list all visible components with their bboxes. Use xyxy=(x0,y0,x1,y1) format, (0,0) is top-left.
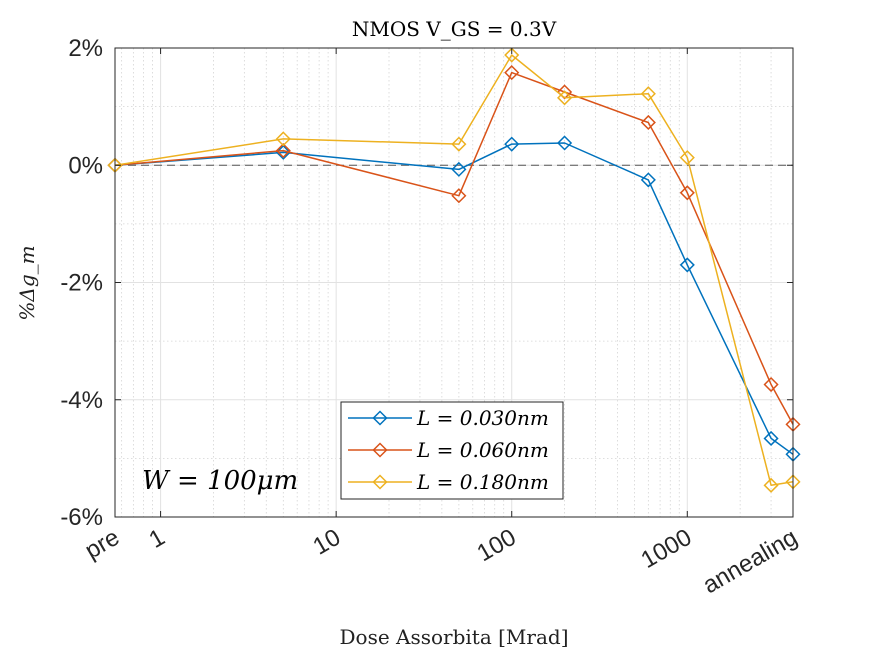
data-point xyxy=(557,135,573,151)
legend-marker xyxy=(372,474,388,490)
series-line xyxy=(114,54,794,487)
series-layer xyxy=(107,47,801,493)
data-point xyxy=(763,477,779,493)
x-tick-label: annealing xyxy=(698,524,802,599)
data-point xyxy=(640,172,656,188)
data-point xyxy=(451,136,467,152)
x-axis-label: Dose Assorbita [Mrad] xyxy=(340,625,569,649)
y-tick-label: 2% xyxy=(68,35,103,62)
data-point xyxy=(557,90,573,106)
legend-label: L = 0.030nm xyxy=(416,406,549,430)
data-point xyxy=(763,376,779,393)
chart-title: NMOS V_GS = 0.3V xyxy=(352,17,557,41)
data-point xyxy=(275,144,291,160)
data-point xyxy=(679,185,695,201)
data-point xyxy=(640,86,656,102)
y-axis-ticks: 2% 0% -2% -4% -6% xyxy=(60,35,793,531)
x-tick-label: 1 xyxy=(145,524,170,554)
y-axis-label: %Δg_m xyxy=(15,245,39,320)
data-point xyxy=(504,47,520,63)
data-point xyxy=(504,65,520,81)
y-tick-label: -6% xyxy=(60,504,103,531)
legend: L = 0.030nm L = 0.060nm L = 0.180nm xyxy=(340,401,564,500)
data-point xyxy=(763,430,779,447)
data-point xyxy=(504,136,520,152)
minor-grid xyxy=(115,48,793,517)
legend-label: L = 0.180nm xyxy=(416,470,549,494)
data-point xyxy=(640,114,656,131)
x-tick-label: 10 xyxy=(309,524,346,561)
x-tick-label: 1000 xyxy=(637,524,697,574)
y-tick-label: -4% xyxy=(60,387,103,414)
data-point xyxy=(451,188,467,204)
x-tick-label: 100 xyxy=(473,524,521,567)
y-tick-label: 0% xyxy=(68,152,103,179)
legend-marker xyxy=(372,410,388,426)
width-annotation: W = 100μm xyxy=(142,466,298,496)
data-point xyxy=(275,131,291,147)
data-point xyxy=(451,161,467,177)
legend-label: L = 0.060nm xyxy=(416,438,549,462)
data-point xyxy=(679,257,695,273)
y-tick-label: -2% xyxy=(60,270,103,297)
series-line xyxy=(114,142,794,455)
legend-marker xyxy=(372,442,388,458)
data-point xyxy=(275,143,291,159)
data-point xyxy=(679,150,695,166)
